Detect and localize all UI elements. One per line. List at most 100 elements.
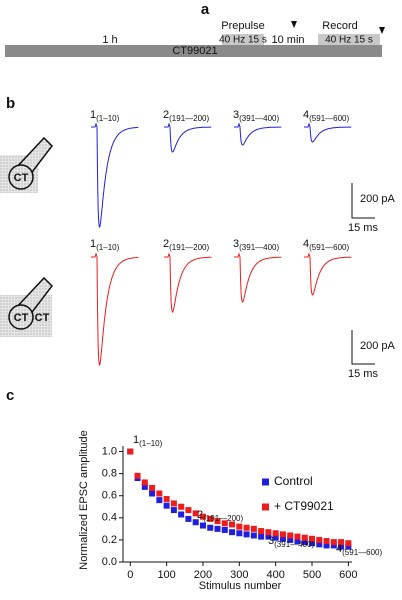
marker [149, 490, 156, 497]
label-number: 3 [233, 238, 239, 250]
marker [265, 529, 272, 536]
marker [170, 507, 177, 514]
marker [243, 524, 250, 531]
record: Record [322, 20, 357, 32]
label-range: (191—200) [203, 514, 243, 523]
epsc-trace [91, 122, 139, 228]
sub-label: 4(591—600) [303, 109, 349, 123]
marker [141, 483, 148, 490]
cell-label: CT [35, 312, 50, 324]
x-tick-label: 100 [157, 569, 175, 581]
marker [236, 530, 243, 537]
marker [309, 535, 316, 542]
sub-label: 2(191—200) [163, 238, 209, 252]
marker [338, 543, 345, 550]
y-tick-label: 1.0 [102, 445, 117, 457]
marker [330, 542, 337, 549]
label-range: (391—400) [274, 540, 314, 549]
marker [316, 536, 323, 543]
prepulse-stim: 40 Hz 15 s [219, 35, 267, 46]
epsc-trace [304, 252, 352, 296]
cell-label: CT [14, 312, 29, 324]
label-number: 4 [303, 238, 309, 250]
marker [221, 520, 228, 527]
marker [279, 535, 286, 542]
label-range: (591—600) [309, 114, 349, 123]
interval: 10 min [271, 34, 304, 46]
y-tick-label: 0.4 [102, 512, 117, 524]
epsc-trace [234, 122, 282, 146]
marker [134, 472, 141, 479]
marker [323, 538, 330, 545]
x-tick-label: 600 [339, 569, 357, 581]
epsc-trace [304, 122, 352, 143]
marker [294, 533, 301, 540]
epsc-trace [234, 252, 282, 303]
x-tick-label: 300 [230, 569, 248, 581]
marker [199, 513, 206, 520]
legend-label: + CT99021 [274, 499, 334, 513]
marker [250, 525, 257, 532]
sub-label: 2(191—200) [197, 509, 243, 523]
marker [229, 521, 236, 528]
marker [163, 496, 170, 503]
panel-label: c [6, 387, 14, 404]
scale-time: 15 ms [348, 368, 378, 380]
marker [170, 500, 177, 507]
label-number: 3 [233, 109, 239, 121]
marker [178, 503, 185, 510]
panel-label: a [201, 1, 210, 18]
legend-label: Control [274, 474, 313, 488]
scale-current: 200 pA [360, 340, 396, 352]
scale-bar [351, 183, 375, 219]
sub-label: 3(391—400) [233, 109, 279, 123]
marker [272, 530, 279, 537]
marker [141, 479, 148, 486]
cell-label: CT [14, 172, 29, 184]
epsc-trace [164, 122, 212, 153]
marker [287, 532, 294, 539]
marker [236, 523, 243, 530]
marker [287, 536, 294, 543]
marker [192, 519, 199, 526]
label-number: 2 [163, 238, 169, 250]
marker [265, 533, 272, 540]
sub-label: 3(391—400) [268, 535, 314, 549]
marker [316, 541, 323, 548]
label-range: (591—600) [342, 548, 382, 557]
x-tick-label: 200 [194, 569, 212, 581]
record-stim: 40 Hz 15 s [325, 35, 373, 46]
marker [156, 490, 163, 497]
sub-label: 2(191—200) [163, 109, 209, 123]
marker [309, 540, 316, 547]
label-range: (191—200) [169, 114, 209, 123]
sub-label: 4(591—600) [303, 238, 349, 252]
label-number: 3 [268, 535, 274, 547]
marker [330, 539, 337, 546]
marker [163, 502, 170, 509]
legend-swatch [262, 478, 269, 486]
marker [258, 533, 265, 540]
marker [229, 529, 236, 536]
cell-diagram: CT CT [0, 276, 53, 337]
marker [192, 510, 199, 517]
marker [258, 528, 265, 535]
panel-label: b [6, 95, 15, 112]
marker [243, 531, 250, 538]
marker [301, 534, 308, 541]
label-number: 2 [197, 509, 203, 521]
marker [149, 484, 156, 491]
label-number: 1 [133, 434, 139, 446]
x-tick-label: 500 [303, 569, 321, 581]
label-range: (1–10) [139, 439, 162, 448]
marker [294, 538, 301, 545]
marker [338, 539, 345, 546]
marker [221, 526, 228, 533]
marker [207, 524, 214, 531]
sub-label: 4(591—600) [336, 543, 382, 557]
drug-label: CT99021 [172, 45, 217, 57]
y-tick-label: 0.0 [102, 556, 117, 568]
marker [156, 497, 163, 504]
label-range: (591—600) [309, 243, 349, 252]
